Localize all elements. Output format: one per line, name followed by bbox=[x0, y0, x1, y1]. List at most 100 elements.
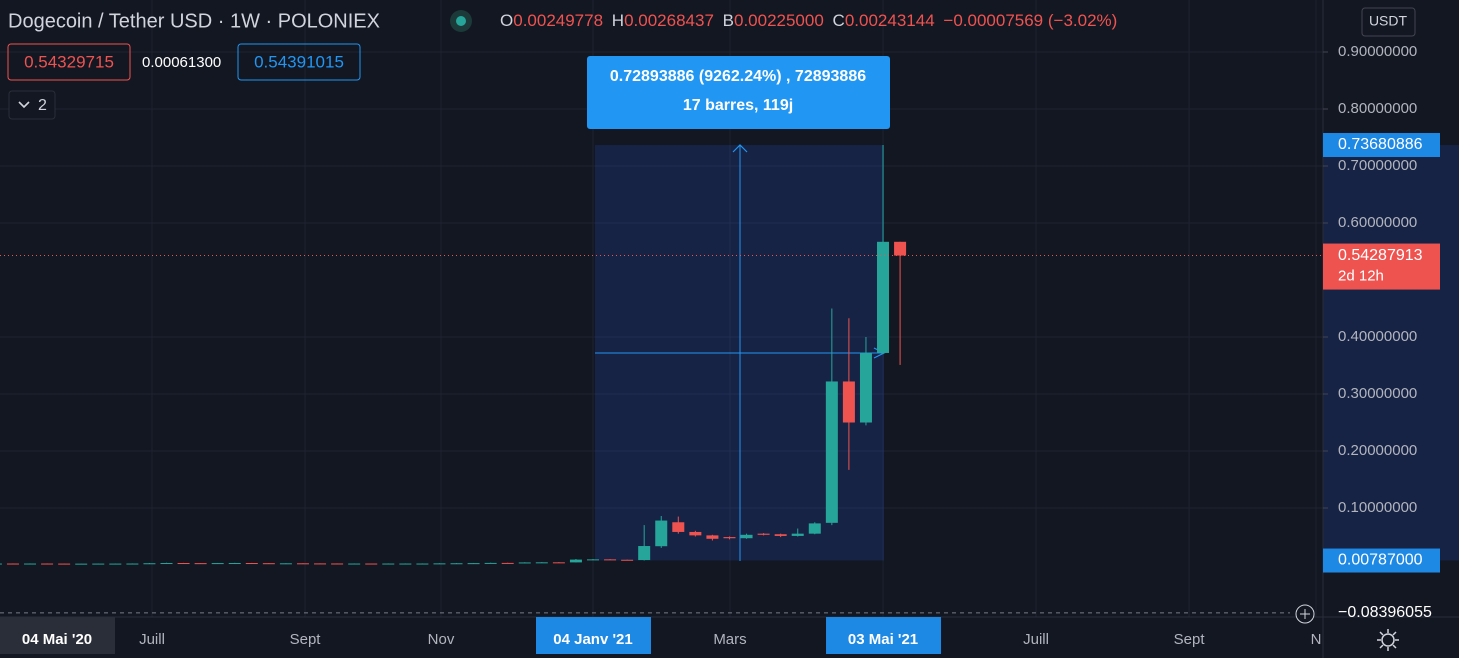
gear-teeth bbox=[1377, 629, 1399, 651]
price-axis-range bbox=[1323, 145, 1459, 561]
price-label: 0.54287913 bbox=[1338, 247, 1423, 264]
y-tick-label: 0.40000000 bbox=[1338, 328, 1417, 345]
buy-button[interactable] bbox=[237, 43, 361, 81]
x-tick-label: Juill bbox=[139, 631, 165, 648]
candle-body bbox=[842, 381, 855, 423]
symbol-title: Dogecoin / Tether USD · 1W · POLONIEX bbox=[8, 10, 380, 32]
candle-body bbox=[433, 563, 446, 565]
y-tick-label: 0.10000000 bbox=[1338, 499, 1417, 516]
x-tick-label: Juill bbox=[1023, 631, 1049, 648]
candle-body bbox=[569, 559, 582, 563]
candle-body bbox=[211, 563, 224, 565]
candle-body bbox=[501, 562, 514, 564]
candle-body bbox=[279, 563, 292, 565]
candle-body bbox=[58, 563, 71, 565]
price-axis bbox=[1323, 0, 1459, 617]
x-tick-label: 04 Mai '20 bbox=[22, 631, 92, 648]
candle-body bbox=[228, 563, 241, 565]
currency-button[interactable] bbox=[1361, 7, 1416, 37]
price-label: 0.73680886 bbox=[1338, 136, 1423, 153]
candle-body bbox=[24, 563, 37, 565]
candle-body bbox=[894, 241, 907, 256]
price-label-sub: 2d 12h bbox=[1338, 268, 1384, 285]
x-tick-label: Mars bbox=[713, 631, 746, 648]
candle-body bbox=[399, 563, 412, 565]
x-tick-highlight bbox=[826, 617, 942, 654]
candle-body bbox=[75, 563, 88, 565]
candle-body bbox=[92, 563, 105, 565]
candle-body bbox=[0, 563, 2, 565]
candle-body bbox=[757, 533, 770, 535]
candle-body bbox=[689, 531, 702, 536]
ohlc-value: 0.00225000 bbox=[734, 11, 824, 30]
x-tick-label: 04 Janv '21 bbox=[553, 631, 632, 648]
candle-body bbox=[41, 563, 54, 565]
indicators-count: 2 bbox=[38, 97, 47, 114]
candle-body bbox=[672, 522, 685, 532]
status-dot bbox=[456, 16, 466, 26]
candle-body bbox=[467, 563, 480, 565]
ohlc: O0.00249778 H0.00268437 B0.00225000 C0.0… bbox=[500, 11, 1117, 30]
ohlc-label: H bbox=[612, 11, 624, 30]
x-tick-highlight bbox=[536, 617, 651, 654]
y-tick-label: 0.20000000 bbox=[1338, 442, 1417, 459]
ohlc-label: C bbox=[833, 11, 845, 30]
candle-body bbox=[740, 534, 753, 539]
candle-body bbox=[587, 559, 599, 561]
price-label: 0.00787000 bbox=[1338, 552, 1423, 569]
candle-body bbox=[859, 352, 872, 423]
currency: USDT bbox=[1369, 13, 1408, 29]
candles bbox=[0, 145, 907, 565]
candle-body bbox=[109, 563, 122, 565]
x-tick-label: Sept bbox=[290, 631, 322, 648]
x-tick-label: 03 Mai '21 bbox=[848, 631, 918, 648]
price-label-box bbox=[1323, 243, 1440, 290]
candle-body bbox=[143, 563, 156, 565]
y-tick-label: 0.80000000 bbox=[1338, 100, 1417, 117]
candle-body bbox=[825, 381, 838, 523]
y-tick-label: 0.30000000 bbox=[1338, 385, 1417, 402]
spread: 0.00061300 bbox=[142, 54, 221, 71]
candle-body bbox=[774, 534, 787, 536]
x-tick-highlight bbox=[0, 617, 115, 654]
candle-body bbox=[262, 563, 275, 565]
candle-body bbox=[126, 563, 139, 565]
sell-button[interactable] bbox=[7, 43, 131, 81]
candle-body bbox=[877, 241, 890, 353]
candle-body bbox=[791, 533, 804, 536]
settings-icon[interactable] bbox=[1377, 629, 1399, 651]
candle-body bbox=[296, 563, 309, 565]
ohlc-change: −0.00007569 (−3.02%) bbox=[943, 11, 1117, 30]
candle-body bbox=[621, 559, 634, 561]
candle-body bbox=[604, 559, 617, 561]
ohlc-value: 0.00243144 bbox=[845, 11, 935, 30]
axes: 0.90000000 0.80000000 0.70000000 0.60000000… bbox=[0, 43, 1440, 654]
sell-price: 0.54329715 bbox=[24, 52, 114, 71]
candle-body bbox=[382, 563, 395, 565]
candle-body bbox=[416, 563, 429, 565]
candle-body bbox=[365, 563, 378, 565]
candle-body bbox=[331, 563, 344, 565]
ohlc-label: O bbox=[500, 11, 513, 30]
y-tick-label: 0.70000000 bbox=[1338, 157, 1417, 174]
chevron-icon bbox=[18, 101, 30, 109]
x-tick-label: Nov bbox=[428, 631, 455, 648]
measure-line1: 0.72893886 (9262.24%) , 72893886 bbox=[610, 68, 866, 85]
zoom-plus bbox=[1300, 609, 1310, 619]
candle-body bbox=[6, 563, 19, 565]
candle-body bbox=[655, 520, 668, 547]
indicators-toggle[interactable] bbox=[8, 90, 56, 120]
candle-body bbox=[348, 563, 361, 565]
y-tick-label: 0.90000000 bbox=[1338, 43, 1417, 60]
price-label-box bbox=[1323, 133, 1440, 158]
x-tick-label: N bbox=[1311, 631, 1322, 648]
overlay bbox=[0, 255, 1323, 614]
candle-body bbox=[484, 562, 497, 564]
buy-price: 0.54391015 bbox=[254, 52, 344, 71]
candle-body bbox=[160, 563, 173, 565]
candle-body bbox=[314, 563, 327, 565]
candle-body bbox=[723, 537, 736, 539]
candle-body bbox=[706, 535, 719, 539]
